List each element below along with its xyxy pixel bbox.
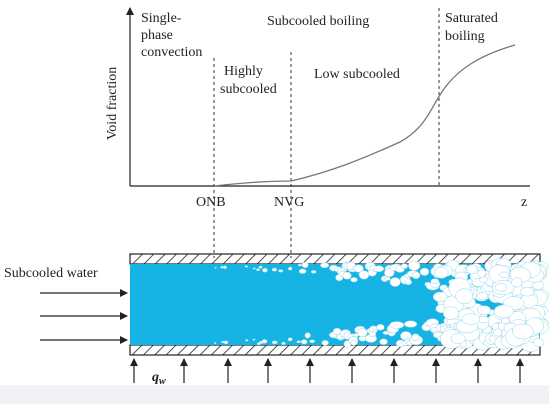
vapor-bubble <box>271 267 278 272</box>
vapor-bubble <box>309 339 316 344</box>
vapor-bubble <box>311 270 317 274</box>
vapor-bubble <box>411 333 420 342</box>
single-phase-label-line1: Single- <box>141 11 182 26</box>
vapor-bubble <box>252 338 256 341</box>
void-fraction-curve <box>213 44 516 187</box>
top-pipe-wall <box>129 253 541 265</box>
vapor-bubble <box>297 263 303 267</box>
vapor-bubble <box>477 269 487 278</box>
vapor-bubble <box>430 278 440 284</box>
vapor-bubble <box>476 305 492 315</box>
vapor-bubble <box>400 263 408 269</box>
vapor-bubble <box>353 264 364 273</box>
vapor-bubbles <box>213 258 549 352</box>
low-subcooled-label: Low subcooled <box>314 67 400 82</box>
vapor-bubble <box>419 267 430 276</box>
vapor-bubble <box>389 321 405 329</box>
vapor-bubble <box>304 332 311 339</box>
heated-pipe: Subcooled water qw <box>4 253 549 387</box>
vapor-bubble <box>222 265 227 270</box>
vapor-bubble <box>245 339 249 342</box>
vapor-bubble <box>520 287 535 297</box>
subcooled-boiling-label: Subcooled boiling <box>267 14 369 29</box>
vapor-bubble <box>373 265 385 273</box>
vapor-bubble <box>501 317 510 325</box>
vapor-bubble <box>493 304 514 319</box>
vapor-bubble <box>379 338 388 345</box>
vapor-bubble <box>214 266 217 269</box>
highly-subcooled-label-line1: Highly <box>224 64 263 79</box>
vapor-bubble <box>223 340 229 345</box>
vapor-bubble <box>244 265 249 268</box>
single-phase-label-line2: phase <box>141 28 173 43</box>
vapor-bubble <box>287 337 293 342</box>
onb-label: ONB <box>196 195 226 210</box>
vapor-bubble <box>301 261 309 269</box>
vapor-bubble <box>298 268 307 274</box>
vapor-bubble <box>461 313 481 325</box>
vapor-bubble <box>511 277 523 288</box>
vapor-bubble <box>288 266 293 271</box>
vapor-bubble <box>455 288 474 304</box>
vapor-bubble <box>404 279 412 286</box>
vapor-bubble <box>479 276 489 283</box>
vapor-bubble <box>357 328 368 338</box>
heat-flux-arrows <box>130 358 524 383</box>
vapor-bubble <box>450 332 466 345</box>
vapor-bubble <box>383 276 391 281</box>
x-axis-label: z <box>521 195 527 210</box>
vapor-bubble <box>320 262 330 269</box>
vapor-bubble <box>434 266 449 279</box>
vapor-bubble <box>512 323 534 340</box>
vapor-bubble <box>499 271 510 278</box>
vapor-bubble <box>466 264 478 275</box>
saturated-boiling-label-line2: boiling <box>445 29 485 44</box>
nvg-label: NVG <box>274 195 304 210</box>
vapor-bubble <box>258 265 263 269</box>
vapor-bubble <box>281 341 286 345</box>
highly-subcooled-label-line2: subcooled <box>220 82 277 97</box>
vapor-bubble <box>342 271 352 280</box>
heat-flux-symbol: q <box>152 370 159 385</box>
vapor-bubble <box>256 268 260 272</box>
vapor-bubble <box>404 320 418 328</box>
vapor-bubble <box>432 291 448 302</box>
vapor-bubble <box>261 339 268 344</box>
vapor-bubble <box>408 260 421 271</box>
y-axis-label: Void fraction <box>105 67 120 140</box>
vapor-bubble <box>271 340 278 345</box>
vapor-bubble <box>358 270 370 280</box>
saturated-boiling-label-line1: Saturated <box>445 11 498 26</box>
vapor-bubble <box>368 330 377 338</box>
vapor-bubble <box>262 267 268 273</box>
vapor-bubble <box>389 277 401 287</box>
vapor-bubble <box>350 340 358 346</box>
vapor-bubble <box>350 277 358 283</box>
vapor-bubble <box>321 340 329 346</box>
vapor-bubble <box>213 342 217 345</box>
vapor-bubble <box>296 340 302 344</box>
vapor-bubble <box>252 267 256 270</box>
heat-flux-subscript: w <box>159 376 166 387</box>
single-phase-label-line3: convection <box>141 45 202 60</box>
inlet-label: Subcooled water <box>4 266 98 281</box>
vapor-bubble <box>493 328 503 337</box>
heat-flux-label: qw <box>152 370 166 387</box>
void-fraction-plot: Void fraction z Single- phase convection… <box>105 7 530 258</box>
vapor-bubble <box>476 292 489 300</box>
vapor-bubble <box>278 269 284 273</box>
vapor-bubble <box>376 323 385 331</box>
vapor-bubble <box>384 268 395 278</box>
vapor-bubble <box>411 271 421 280</box>
vapor-bubble <box>494 283 508 292</box>
vapor-bubble <box>300 339 308 345</box>
vapor-bubble <box>442 306 460 320</box>
vapor-bubble <box>532 338 545 347</box>
